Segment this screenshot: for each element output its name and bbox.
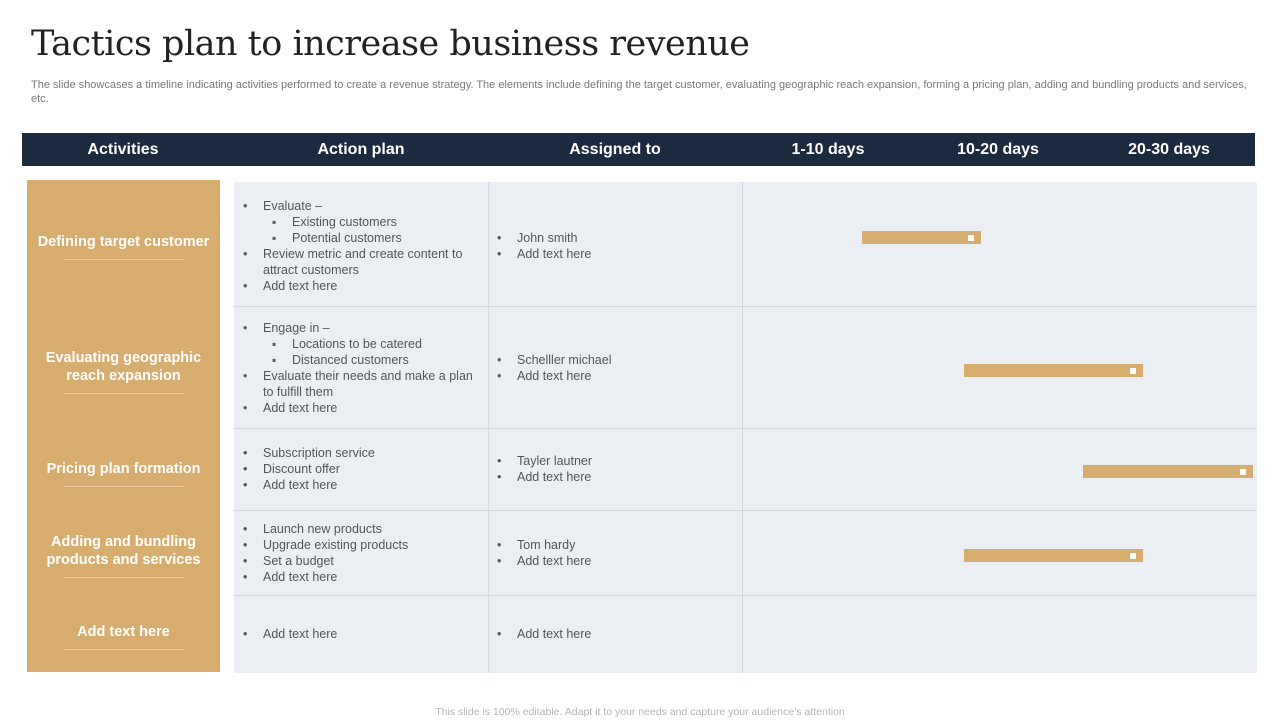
- bar-end-marker: [1129, 368, 1136, 374]
- list-item: Discount offer: [234, 461, 484, 477]
- activity-label: Add text here: [77, 624, 170, 640]
- header-assigned-to: Assigned to: [569, 141, 661, 158]
- row-divider: [234, 595, 1257, 596]
- row-divider: [234, 306, 1257, 307]
- list-item: Engage in –: [234, 320, 484, 336]
- assigned-cell: Tayler lautner Add text here: [488, 453, 738, 485]
- activity-divider: [63, 486, 184, 487]
- list-item: Evaluate their needs and make a plan to …: [234, 368, 484, 400]
- table-header: Activities Action plan Assigned to 1-10 …: [22, 133, 1255, 166]
- list-item: Add text here: [234, 626, 484, 642]
- activity-label: Adding and bundling products and service…: [46, 534, 201, 568]
- list-item: Add text here: [488, 626, 738, 642]
- list-item: Add text here: [488, 368, 738, 384]
- column-divider: [742, 182, 743, 673]
- bar-end-marker: [968, 235, 974, 241]
- header-activities: Activities: [87, 141, 159, 158]
- list-item: Add text here: [234, 400, 484, 416]
- list-item: Evaluate –: [234, 198, 484, 214]
- activity-divider: [63, 393, 184, 394]
- header-action-plan: Action plan: [317, 141, 405, 158]
- activity-label: Evaluating geographic reach expansion: [45, 350, 202, 384]
- activity-divider: [63, 259, 184, 260]
- bar-end-marker: [1129, 553, 1136, 559]
- action-plan-cell: Launch new products Upgrade existing pro…: [234, 521, 484, 585]
- activities-column: Defining target customer Evaluating geog…: [27, 180, 220, 672]
- row-divider: [234, 510, 1257, 511]
- list-item: Schelller michael: [488, 352, 738, 368]
- list-item: Add text here: [234, 569, 484, 585]
- column-divider: [488, 182, 489, 673]
- assigned-cell: John smith Add text here: [488, 230, 738, 262]
- activity-label: Defining target customer: [37, 234, 210, 250]
- timeline-bar: [862, 231, 981, 244]
- activity-divider: [63, 649, 184, 650]
- list-item: Tom hardy: [488, 537, 738, 553]
- action-plan-cell: Engage in – Locations to be catered Dist…: [234, 320, 484, 416]
- header-period-3: 20-30 days: [1128, 141, 1210, 158]
- list-item: John smith: [488, 230, 738, 246]
- list-item: Set a budget: [234, 553, 484, 569]
- list-item: Add text here: [488, 469, 738, 485]
- list-item: Add text here: [234, 278, 484, 294]
- action-plan-cell: Add text here: [234, 626, 484, 642]
- assigned-cell: Schelller michael Add text here: [488, 352, 738, 384]
- list-item: Locations to be catered: [234, 336, 484, 352]
- timeline-bar: [964, 364, 1143, 377]
- header-period-2: 10-20 days: [957, 141, 1039, 158]
- activity-evaluating-geographic-reach: Evaluating geographic reach expansion: [27, 349, 220, 394]
- timeline-bar: [1083, 465, 1253, 478]
- list-item: Add text here: [234, 477, 484, 493]
- list-item: Existing customers: [234, 214, 484, 230]
- footer-note: This slide is 100% editable. Adapt it to…: [435, 706, 845, 718]
- page-title: Tactics plan to increase business revenu…: [31, 24, 750, 64]
- timeline-bar: [964, 549, 1143, 562]
- assigned-cell: Add text here: [488, 626, 738, 642]
- action-plan-cell: Evaluate – Existing customers Potential …: [234, 198, 484, 294]
- row-divider: [234, 428, 1257, 429]
- activity-defining-target-customer: Defining target customer: [27, 233, 220, 260]
- activity-divider: [63, 577, 184, 578]
- action-plan-cell: Subscription service Discount offer Add …: [234, 445, 484, 493]
- list-item: Add text here: [488, 553, 738, 569]
- list-item: Potential customers: [234, 230, 484, 246]
- activity-pricing-plan-formation: Pricing plan formation: [27, 460, 220, 487]
- assigned-cell: Tom hardy Add text here: [488, 537, 738, 569]
- activity-label: Pricing plan formation: [46, 461, 201, 477]
- list-item: Distanced customers: [234, 352, 484, 368]
- list-item: Tayler lautner: [488, 453, 738, 469]
- page-subtitle: The slide showcases a timeline indicatin…: [31, 79, 1247, 105]
- list-item: Upgrade existing products: [234, 537, 484, 553]
- list-item: Subscription service: [234, 445, 484, 461]
- bar-end-marker: [1240, 469, 1246, 475]
- list-item: Launch new products: [234, 521, 484, 537]
- activity-adding-bundling: Adding and bundling products and service…: [27, 533, 220, 578]
- activity-add-text: Add text here: [27, 623, 220, 650]
- header-period-1: 1-10 days: [791, 141, 865, 158]
- list-item: Add text here: [488, 246, 738, 262]
- list-item: Review metric and create content to attr…: [234, 246, 484, 278]
